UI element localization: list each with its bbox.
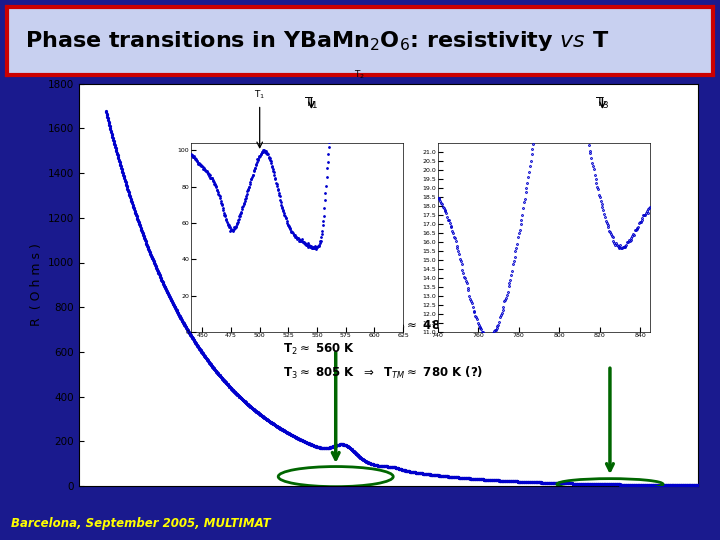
Text: T$_1$: T$_1$ — [304, 96, 319, 111]
Text: Phase transitions in YBaMn$_2$O$_6$: resistivity $vs$ T: Phase transitions in YBaMn$_2$O$_6$: res… — [24, 29, 609, 53]
Text: T$_1$$\approx$ 500 K  $\Rightarrow$  T$_{CO}$$\approx$ 480 K (?): T$_1$$\approx$ 500 K $\Rightarrow$ T$_{C… — [283, 318, 483, 334]
Y-axis label: R  ( O h m s ): R ( O h m s ) — [30, 244, 42, 326]
Text: Barcelona, September 2005, MULTIMAT: Barcelona, September 2005, MULTIMAT — [11, 517, 271, 530]
Text: T$_3$$\approx$ 805 K  $\Rightarrow$  T$_{TM}$$\approx$ 780 K (?): T$_3$$\approx$ 805 K $\Rightarrow$ T$_{T… — [283, 365, 483, 381]
Text: T$_2$: T$_2$ — [354, 68, 365, 80]
Text: T$_2$$\approx$ 560 K: T$_2$$\approx$ 560 K — [283, 342, 355, 357]
Text: T$_3$: T$_3$ — [595, 96, 610, 111]
Text: T$_1$: T$_1$ — [254, 89, 265, 101]
